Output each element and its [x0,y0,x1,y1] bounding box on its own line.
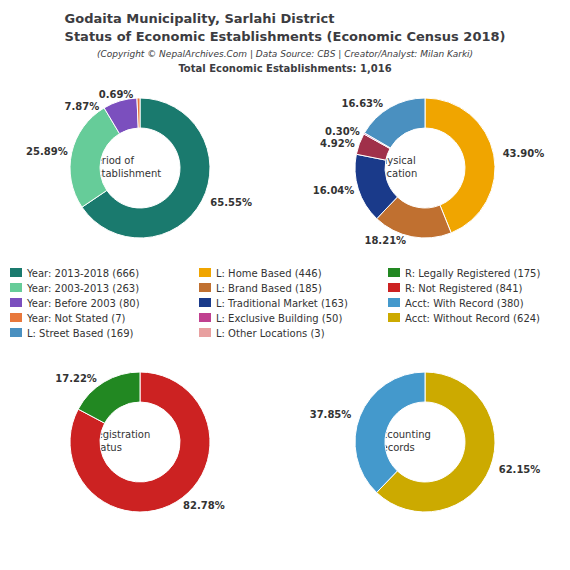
svg-text:7.87%: 7.87% [65,101,100,112]
svg-text:Total Economic Establishments:: Total Economic Establishments: 1,016 [178,63,391,74]
svg-text:L: Home Based (446): L: Home Based (446) [216,268,322,279]
svg-text:R: Not Registered (841): R: Not Registered (841) [405,283,523,294]
svg-text:16.04%: 16.04% [313,185,355,196]
svg-text:Status of Economic Establishme: Status of Economic Establishments (Econo… [65,29,506,44]
svg-text:L: Traditional Market (163): L: Traditional Market (163) [216,298,348,309]
svg-text:L: Other Locations (3): L: Other Locations (3) [216,328,325,339]
svg-text:Registration: Registration [90,429,151,440]
svg-text:Year: Not Stated (7): Year: Not Stated (7) [26,313,126,324]
svg-text:25.89%: 25.89% [26,146,68,157]
svg-text:(Copyright © NepalArchives.Com: (Copyright © NepalArchives.Com | Data So… [97,49,473,59]
svg-text:L: Exclusive Building (50): L: Exclusive Building (50) [216,313,342,324]
svg-text:Physical: Physical [375,155,416,166]
svg-text:Accounting: Accounting [375,429,431,440]
svg-text:Period of: Period of [90,155,134,166]
svg-text:62.15%: 62.15% [499,464,541,475]
svg-text:Godaita Municipality, Sarlahi: Godaita Municipality, Sarlahi District [65,11,335,26]
svg-text:L: Brand Based (185): L: Brand Based (185) [216,283,322,294]
svg-text:L: Street Based (169): L: Street Based (169) [27,328,134,339]
svg-text:Establishment: Establishment [90,168,162,179]
svg-text:18.21%: 18.21% [364,235,406,246]
svg-text:43.90%: 43.90% [503,148,545,159]
svg-text:82.78%: 82.78% [183,500,225,511]
svg-text:Status: Status [90,442,122,453]
svg-text:Year: Before 2003 (80): Year: Before 2003 (80) [26,298,140,309]
svg-text:Acct: With Record (380): Acct: With Record (380) [405,298,524,309]
svg-text:Year: 2013-2018 (666): Year: 2013-2018 (666) [26,268,139,279]
svg-text:37.85%: 37.85% [310,409,352,420]
svg-text:Location: Location [375,168,418,179]
svg-text:17.22%: 17.22% [55,373,97,384]
svg-text:Year: 2003-2013 (263): Year: 2003-2013 (263) [26,283,139,294]
svg-text:65.55%: 65.55% [210,197,252,208]
svg-text:Acct: Without Record (624): Acct: Without Record (624) [405,313,540,324]
svg-text:0.30%: 0.30% [325,126,360,137]
svg-text:0.69%: 0.69% [99,89,134,100]
svg-text:Records: Records [375,442,415,453]
svg-text:R: Legally Registered (175): R: Legally Registered (175) [405,268,540,279]
svg-text:4.92%: 4.92% [320,138,355,149]
svg-text:16.63%: 16.63% [341,98,383,109]
